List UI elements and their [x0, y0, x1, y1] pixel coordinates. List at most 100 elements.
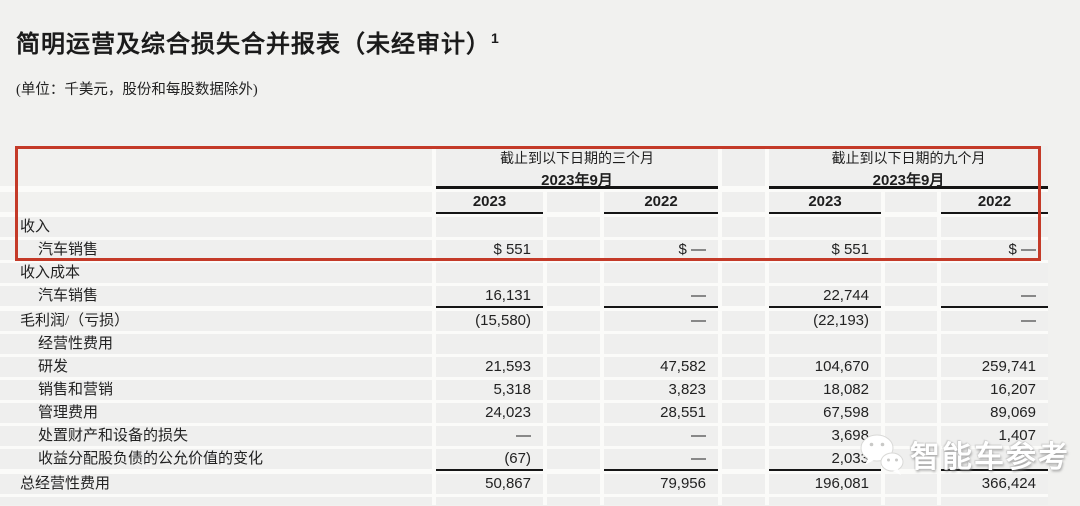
- gutter-cell: [722, 240, 765, 260]
- header-label-spacer-cell: [0, 146, 432, 186]
- row-label-cell: 总经营性费用: [0, 474, 432, 494]
- year-column-header: 2023: [436, 192, 543, 214]
- gutter-cell: [547, 217, 600, 237]
- gutter-cell: [885, 357, 937, 377]
- gutter-cell: [722, 217, 765, 237]
- gutter-cell: [885, 286, 937, 306]
- gutter-cell: [885, 263, 937, 283]
- gutter-cell: [547, 263, 600, 283]
- gutter-cell: [722, 286, 765, 306]
- row-label-cell: 毛利润/（亏损）: [0, 311, 432, 331]
- gutter-cell: [547, 449, 600, 469]
- value-cell: 18,082: [769, 380, 881, 400]
- gutter-cell: [722, 334, 765, 354]
- header-label-spacer-cell: [0, 192, 432, 212]
- value-cell: 104,670: [769, 357, 881, 377]
- value-cell: [604, 497, 718, 505]
- table-filler-row: [0, 497, 1048, 505]
- row-label-cell: 销售和营销: [0, 380, 432, 400]
- table-row: 毛利润/（亏损） (15,580) — (22,193) —: [0, 311, 1048, 331]
- value-cell: 196,081: [769, 474, 881, 494]
- value-cell: 21,593: [436, 357, 543, 377]
- value-cell: —: [436, 426, 543, 446]
- gutter-cell: [885, 474, 937, 494]
- value-cell: 22,744: [769, 286, 881, 308]
- column-group-header-cell: 截止到以下日期的三个月 2023年9月: [436, 146, 718, 189]
- row-label-cell: 处置财产和设备的损失: [0, 426, 432, 446]
- gutter-cell: [885, 311, 937, 331]
- gutter-cell: [885, 380, 937, 400]
- value-cell: [941, 449, 1048, 471]
- value-cell: [769, 217, 881, 237]
- table-row: 销售和营销 5,318 3,823 18,082 16,207: [0, 380, 1048, 400]
- gutter-cell: [547, 474, 600, 494]
- value-cell: —: [604, 426, 718, 446]
- gutter-cell: [722, 474, 765, 494]
- financial-table: 截止到以下日期的三个月 2023年9月 截止到以下日期的九个月 2023年9月 2023…: [0, 146, 1048, 505]
- gutter-cell: [722, 497, 765, 505]
- value-cell: 366,424: [941, 474, 1048, 494]
- gutter-cell: [547, 497, 600, 505]
- year-column-header: 2022: [604, 192, 718, 214]
- row-label-cell: 管理费用: [0, 403, 432, 423]
- gutter-cell: [547, 426, 600, 446]
- value-cell: [941, 217, 1048, 237]
- value-cell: —: [604, 311, 718, 331]
- value-cell: 50,867: [436, 474, 543, 494]
- row-label-cell: 收益分配股负债的公允价值的变化: [0, 449, 432, 469]
- gutter-cell: [885, 334, 937, 354]
- value-cell: 16,131: [436, 286, 543, 308]
- gutter-cell: [885, 217, 937, 237]
- row-label-cell: 研发: [0, 357, 432, 377]
- value-cell: [769, 497, 881, 505]
- value-cell: —: [941, 311, 1048, 331]
- value-cell: 2,033: [769, 449, 881, 471]
- value-cell: [769, 334, 881, 354]
- gutter-cell: [547, 286, 600, 306]
- value-cell: 79,956: [604, 474, 718, 494]
- page-title-text: 简明运营及综合损失合并报表（未经审计）: [16, 32, 491, 58]
- column-group-header-cell: 截止到以下日期的九个月 2023年9月: [769, 146, 1048, 189]
- value-cell: [436, 497, 543, 505]
- table-row: 收益分配股负债的公允价值的变化 (67) — 2,033: [0, 449, 1048, 471]
- gutter-cell: [547, 334, 600, 354]
- value-cell: [436, 334, 543, 354]
- value-cell: [941, 334, 1048, 354]
- column-group-date-label: 2023年9月: [541, 172, 613, 189]
- page-title: 简明运营及综合损失合并报表（未经审计）1: [16, 24, 500, 59]
- value-cell: (22,193): [769, 311, 881, 331]
- column-group-period-label: 截止到以下日期的三个月: [500, 152, 654, 167]
- gutter-cell: [885, 426, 937, 446]
- gutter-cell: [547, 380, 600, 400]
- gutter-cell: [722, 449, 765, 469]
- value-cell: (67): [436, 449, 543, 471]
- gutter-cell: [722, 263, 765, 283]
- year-column-header: 2023: [769, 192, 881, 214]
- value-cell: 47,582: [604, 357, 718, 377]
- value-cell: [436, 263, 543, 283]
- gutter-cell: [722, 357, 765, 377]
- value-cell: 3,823: [604, 380, 718, 400]
- value-cell: 259,741: [941, 357, 1048, 377]
- value-cell: $ —: [604, 240, 718, 260]
- gutter-cell: [722, 403, 765, 423]
- table-row: 收入: [0, 217, 1048, 237]
- gutter-cell: [885, 449, 937, 469]
- row-label-cell: 汽车销售: [0, 240, 432, 260]
- value-cell: $ —: [941, 240, 1048, 260]
- row-label-cell: 经营性费用: [0, 334, 432, 354]
- header-gutter-cell: [722, 146, 765, 186]
- value-cell: [604, 263, 718, 283]
- table-year-header-row: 2023 2022 2023 2022: [0, 192, 1048, 214]
- value-cell: —: [941, 286, 1048, 308]
- column-group-period-label: 截止到以下日期的九个月: [831, 152, 986, 167]
- table-row: 经营性费用: [0, 334, 1048, 354]
- row-label-cell: 汽车销售: [0, 286, 432, 306]
- value-cell: 1,407: [941, 426, 1048, 446]
- row-label-cell: [0, 497, 432, 505]
- table-row: 汽车销售 16,131 — 22,744 —: [0, 286, 1048, 308]
- value-cell: [436, 217, 543, 237]
- row-label-cell: 收入成本: [0, 263, 432, 283]
- gutter-cell: [547, 403, 600, 423]
- value-cell: [941, 263, 1048, 283]
